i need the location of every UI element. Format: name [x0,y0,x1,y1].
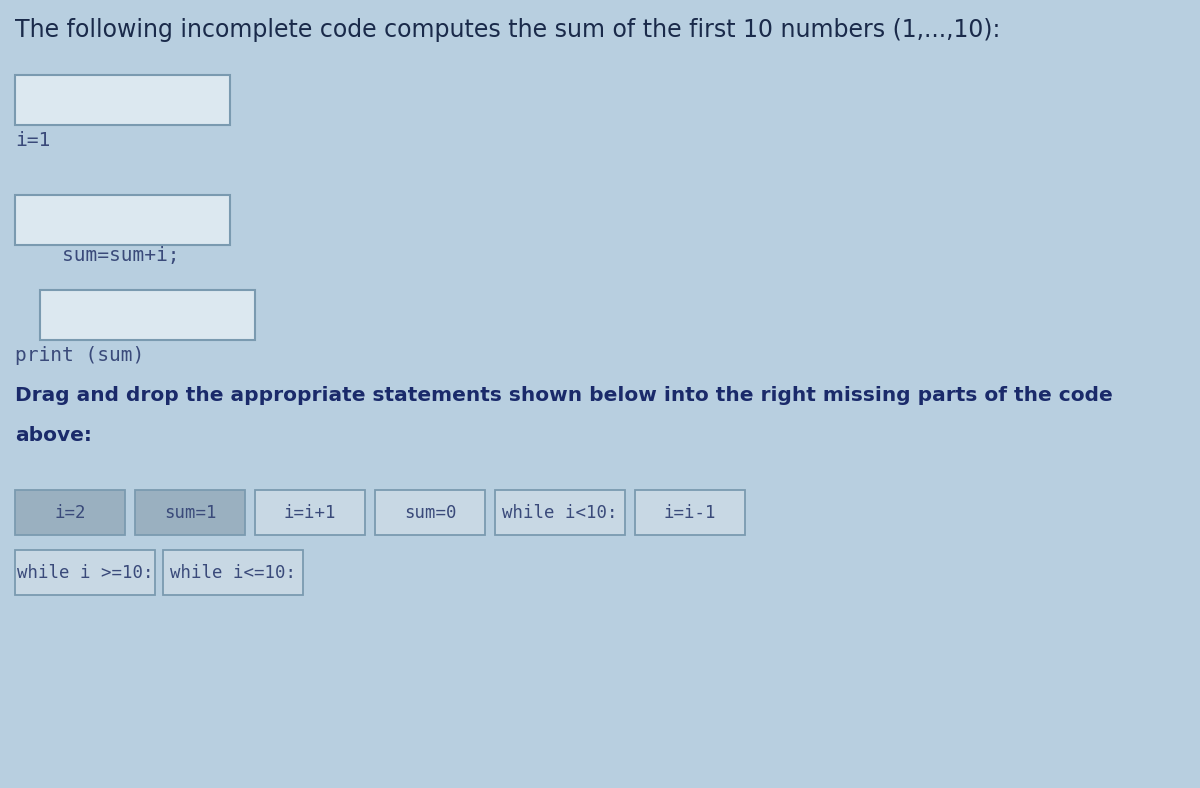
Text: i=i-1: i=i-1 [664,504,716,522]
FancyBboxPatch shape [374,490,485,535]
FancyBboxPatch shape [256,490,365,535]
Text: Drag and drop the appropriate statements shown below into the right missing part: Drag and drop the appropriate statements… [14,385,1112,404]
FancyBboxPatch shape [635,490,745,535]
FancyBboxPatch shape [14,195,230,245]
FancyBboxPatch shape [134,490,245,535]
Text: while i<=10:: while i<=10: [170,563,296,582]
Text: i=1: i=1 [14,131,50,150]
FancyBboxPatch shape [163,550,302,595]
Text: above:: above: [14,426,92,444]
FancyBboxPatch shape [14,75,230,125]
Text: sum=1: sum=1 [163,504,216,522]
Text: i=i+1: i=i+1 [283,504,336,522]
Text: The following incomplete code computes the sum of the first 10 numbers (1,...,10: The following incomplete code computes t… [14,18,1001,42]
Text: while i >=10:: while i >=10: [17,563,154,582]
Text: sum=sum+i;: sum=sum+i; [14,246,180,265]
FancyBboxPatch shape [40,290,256,340]
Text: sum=0: sum=0 [403,504,456,522]
FancyBboxPatch shape [496,490,625,535]
FancyBboxPatch shape [14,490,125,535]
Text: print (sum): print (sum) [14,345,144,365]
Text: while i<10:: while i<10: [503,504,618,522]
FancyBboxPatch shape [14,550,155,595]
Text: i=2: i=2 [54,504,85,522]
